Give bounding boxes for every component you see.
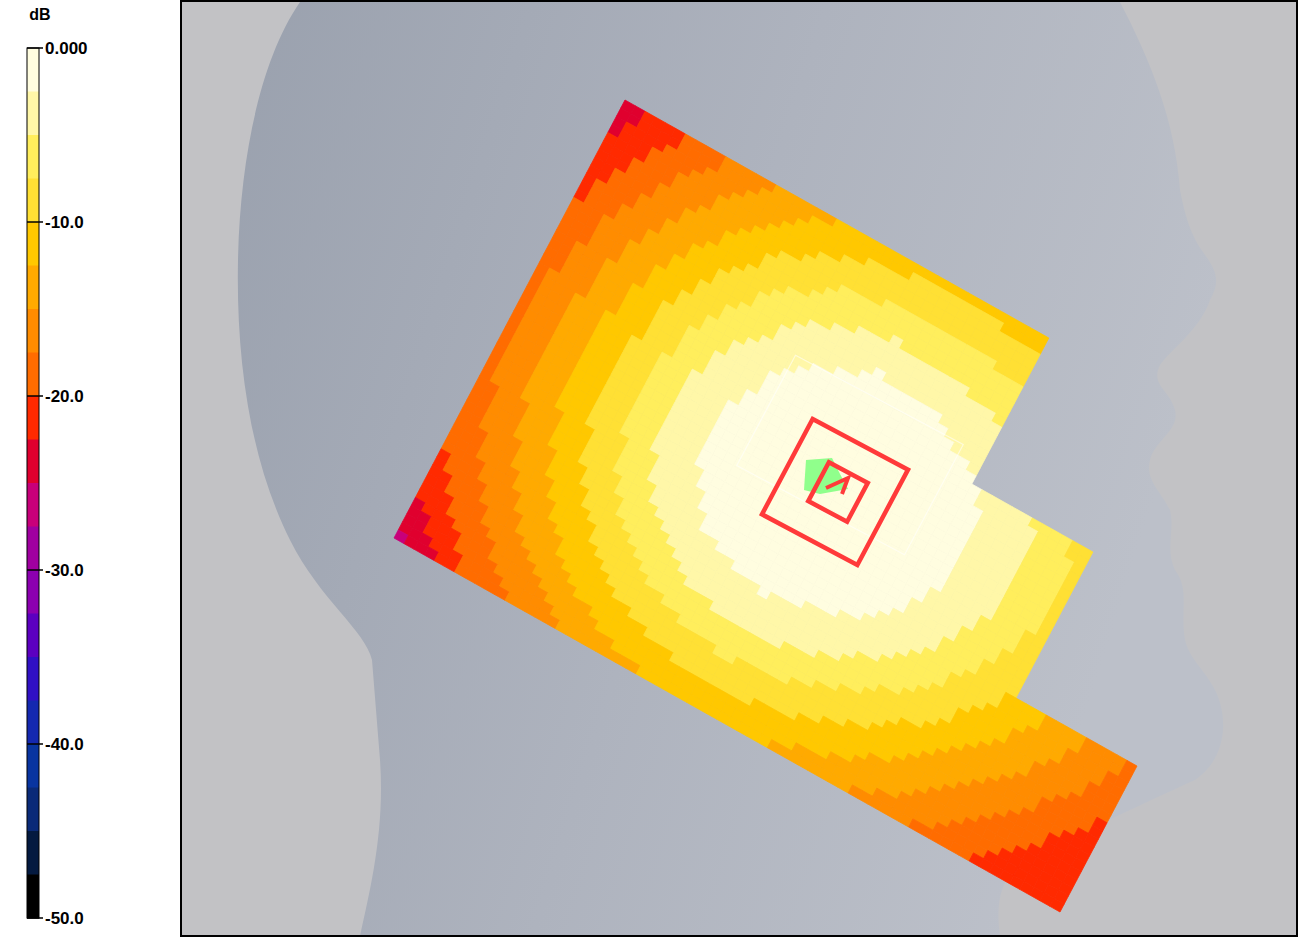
phantom-head: [238, 2, 1223, 935]
plot-background: [181, 1, 1297, 936]
plot-area: [238, 2, 1223, 935]
heatmap: [394, 100, 1137, 912]
chart: dB0.000-10.0-20.0-30.0-40.0-50.0: [0, 0, 1299, 938]
